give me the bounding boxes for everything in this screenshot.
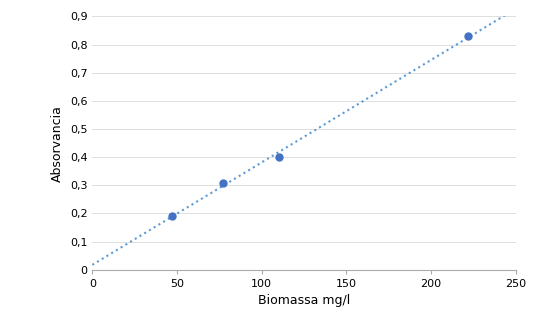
Point: [464, 34, 473, 39]
Point: [218, 180, 227, 185]
Point: [168, 214, 176, 219]
Point: [274, 155, 283, 160]
X-axis label: Biomassa mg/l: Biomassa mg/l: [258, 294, 350, 307]
Y-axis label: Absorvancia: Absorvancia: [51, 105, 64, 182]
